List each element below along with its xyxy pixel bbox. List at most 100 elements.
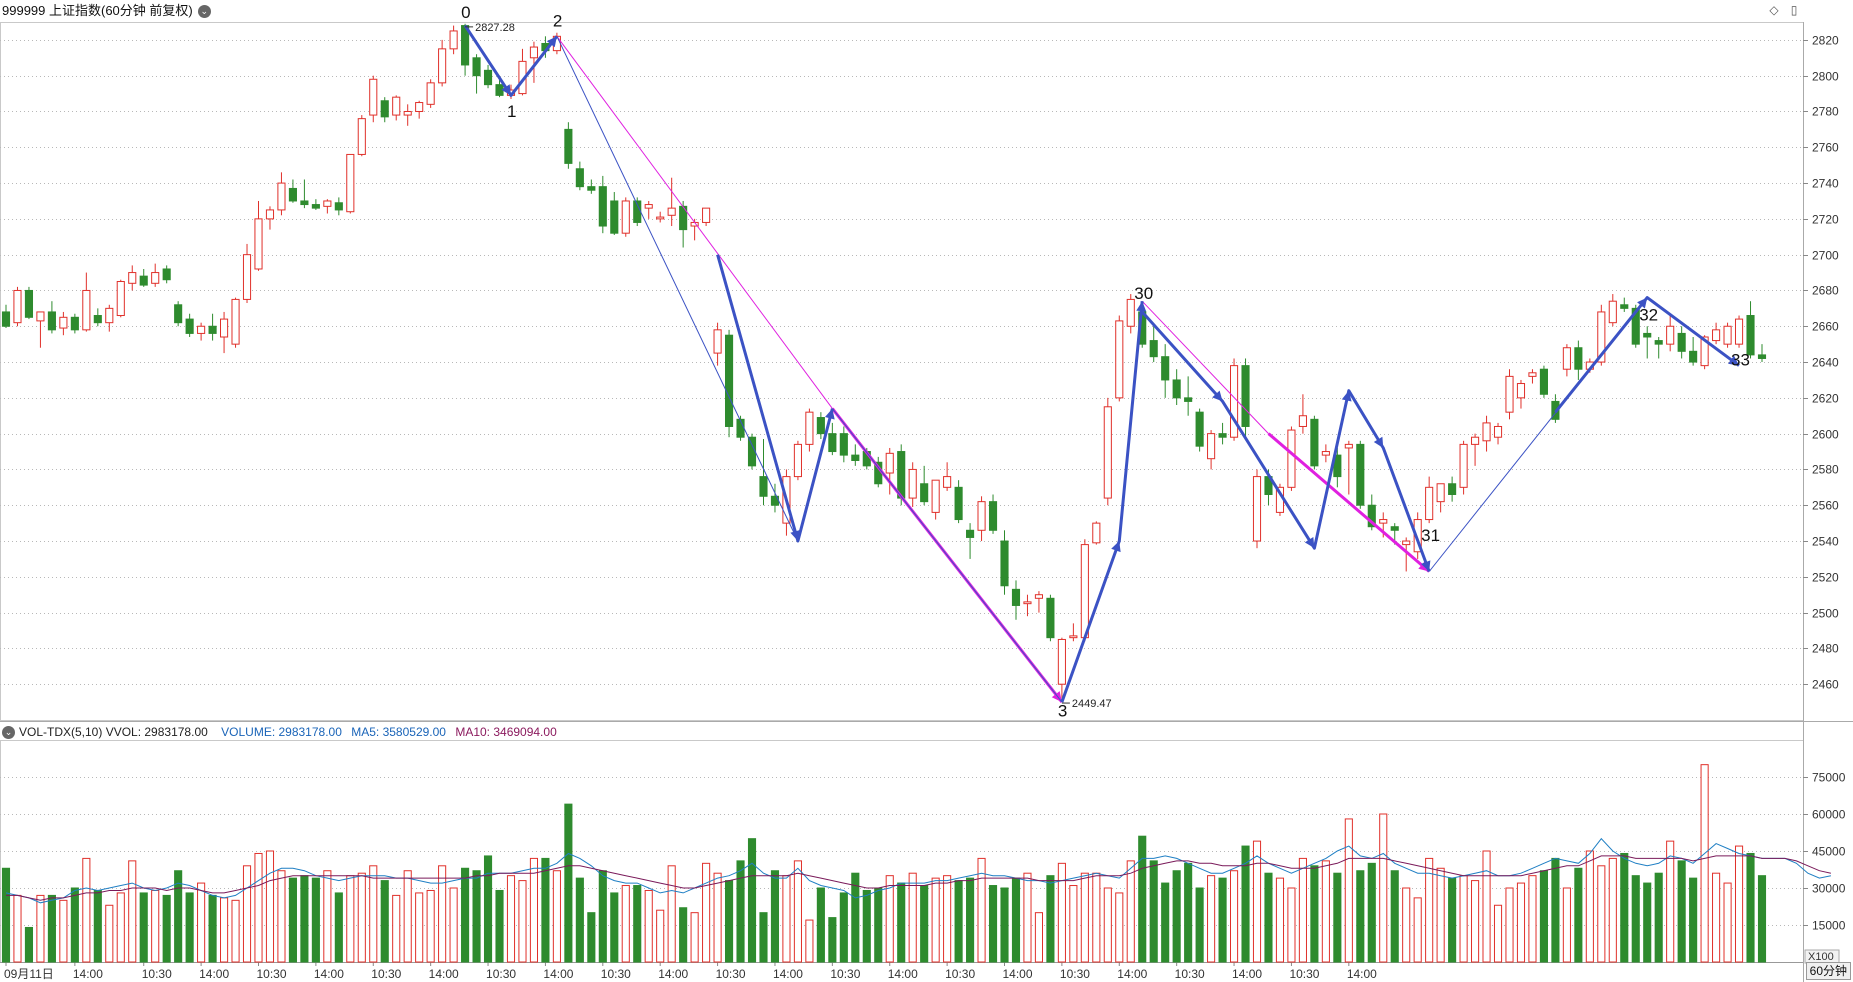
- volume-tick-label: 30000: [1812, 882, 1846, 896]
- candle-body: [82, 289, 91, 331]
- candle-up: [977, 496, 986, 542]
- candle-body: [1356, 443, 1365, 506]
- candle-down: [988, 494, 998, 534]
- candle-body: [300, 200, 309, 206]
- volume-bar-down: [1184, 862, 1193, 963]
- candle-up: [1344, 440, 1353, 495]
- candle-down: [1161, 344, 1170, 398]
- price-tick-label: 2740: [1812, 177, 1839, 191]
- volume-tick-label: 60000: [1812, 808, 1846, 822]
- candle-down: [1757, 344, 1767, 363]
- volume-bar-down: [598, 870, 607, 963]
- time-tick-label: 10:30: [601, 967, 631, 981]
- volume-bar-down: [1011, 877, 1021, 963]
- volume-bar-down: [1631, 875, 1640, 963]
- volume-bar-down: [725, 880, 734, 963]
- time-tick-label: 14:00: [1117, 967, 1147, 981]
- candle-body: [564, 128, 573, 164]
- candle-body: [598, 186, 607, 227]
- volume-bar-up: [357, 872, 366, 963]
- volume-bar-down: [575, 877, 584, 963]
- period-selector[interactable]: 60分钟: [1805, 962, 1851, 980]
- ma5-line: [5, 837, 1832, 904]
- volume-bar-up: [426, 889, 435, 963]
- candle-body: [105, 307, 114, 324]
- volume-bar-up: [1608, 857, 1617, 963]
- candle-body: [1459, 443, 1468, 488]
- volume-bar-up: [1712, 872, 1721, 963]
- candle-up: [1069, 623, 1078, 642]
- candle-up: [1666, 315, 1675, 352]
- volume-bar-down: [920, 885, 929, 963]
- candle-body: [242, 254, 252, 300]
- candle-down: [1011, 580, 1021, 620]
- candle-up: [1115, 315, 1124, 402]
- candle-body: [461, 25, 470, 66]
- volume-bar-down: [174, 870, 183, 963]
- volume-bar-down: [162, 894, 171, 963]
- chevron-down-icon[interactable]: ⌄: [197, 5, 211, 19]
- volume-bar-up: [128, 860, 137, 963]
- candle-body: [1390, 526, 1399, 531]
- volume-scale-label: X100: [1808, 951, 1834, 963]
- volume-bar-down: [1310, 865, 1319, 963]
- candle-body: [1425, 486, 1434, 521]
- candle-body: [1734, 318, 1744, 345]
- candle-up: [656, 211, 665, 223]
- indicator-menu-icon[interactable]: ⌄: [2, 726, 15, 740]
- volume-bar-up: [702, 862, 711, 963]
- volume-bar-down: [816, 887, 825, 963]
- candle-body: [265, 209, 275, 220]
- volume-bar-up: [656, 909, 665, 963]
- candle-up: [713, 322, 722, 366]
- window-controls: ◇ ▯: [1767, 3, 1801, 17]
- candle-up: [254, 200, 263, 271]
- volume-bar-up: [231, 899, 240, 963]
- blue-thin-line: [556, 36, 799, 542]
- volume-bar-up: [793, 860, 802, 963]
- candle-down: [1620, 297, 1629, 312]
- candle-up: [667, 177, 676, 227]
- candle-body: [529, 46, 539, 59]
- candle-body: [828, 433, 837, 453]
- window-icon[interactable]: ▯: [1790, 3, 1798, 17]
- volume-bar-up: [105, 904, 114, 963]
- volume-bar-up: [415, 892, 424, 963]
- volume-bar-up: [242, 865, 252, 963]
- candle-down: [288, 179, 297, 203]
- candle-body: [816, 417, 825, 435]
- candle-body: [1367, 504, 1376, 528]
- diamond-icon[interactable]: ◇: [1769, 3, 1779, 17]
- candle-body: [1080, 544, 1089, 639]
- volume-bar-down: [495, 889, 504, 963]
- volume-bar-up: [621, 885, 630, 963]
- candle-body: [966, 529, 975, 538]
- time-tick-label: 10:30: [1175, 967, 1205, 981]
- candle-down: [851, 444, 860, 466]
- candle-body: [1000, 540, 1009, 587]
- blue-thick-line: [463, 24, 559, 97]
- candle-up: [59, 311, 68, 336]
- ma10-line: [6, 855, 1832, 901]
- candle-body: [954, 486, 963, 521]
- price-tick-label: 2800: [1812, 70, 1839, 84]
- candle-up: [1402, 537, 1411, 572]
- candle-body: [1677, 332, 1686, 352]
- candle-down: [300, 179, 309, 209]
- volume-bar-up: [805, 919, 814, 963]
- candle-body: [610, 200, 619, 234]
- candle-body: [702, 207, 711, 223]
- volume-bar-down: [1195, 887, 1204, 963]
- candle-down: [575, 161, 584, 191]
- candle-body: [1757, 354, 1767, 359]
- time-tick-label: 10:30: [142, 967, 172, 981]
- volume-bar-down: [472, 870, 481, 963]
- volume-bar-down: [1218, 877, 1227, 963]
- candle-down: [954, 480, 963, 524]
- candle-up: [702, 207, 711, 227]
- candle-down: [1689, 336, 1698, 366]
- volume-bar-up: [1115, 892, 1124, 963]
- time-tick-label: 10:30: [1289, 967, 1319, 981]
- candle-body: [1287, 429, 1296, 488]
